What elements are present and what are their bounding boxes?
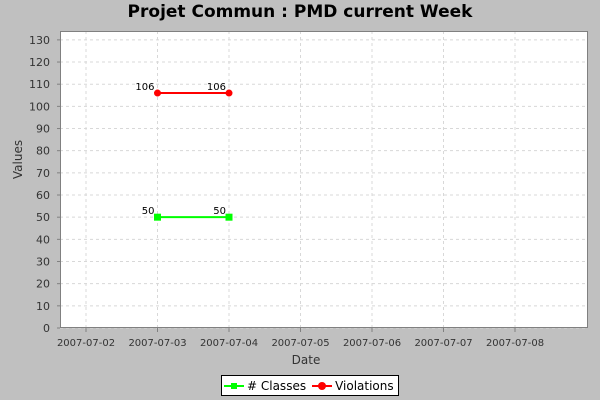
- legend-label-violations: Violations: [335, 378, 394, 393]
- data-point-violations: [154, 89, 161, 97]
- x-tick-label: 2007-07-08: [486, 338, 544, 349]
- legend-label-classes: # Classes: [247, 378, 307, 393]
- plot-border: [60, 31, 588, 328]
- x-tick-label: 2007-07-03: [128, 338, 186, 349]
- data-point-violations: [225, 89, 233, 97]
- data-label-violations: 106: [207, 82, 226, 93]
- plot-area: [60, 31, 588, 328]
- data-label-violations: 106: [135, 82, 154, 93]
- y-tick-label: 40: [36, 233, 50, 246]
- x-tick-label: 2007-07-06: [343, 338, 401, 349]
- y-tick-label: 120: [29, 56, 50, 69]
- x-axis-title: Date: [292, 353, 321, 367]
- y-tick-label: 100: [29, 100, 50, 113]
- data-point-classes: [154, 213, 161, 221]
- y-tick-label: 110: [29, 78, 50, 91]
- legend-item-classes: # Classes: [224, 379, 306, 393]
- x-tick-label: 2007-07-05: [271, 338, 329, 349]
- y-tick-label: 60: [36, 189, 50, 202]
- legend-item-violations: Violations: [312, 379, 394, 393]
- y-tick-label: 10: [36, 300, 50, 313]
- y-tick-label: 20: [36, 278, 50, 291]
- legend: # Classes Violations: [221, 375, 399, 396]
- data-label-classes: 50: [213, 206, 226, 217]
- y-tick-label: 50: [36, 211, 50, 224]
- x-tick-label: 2007-07-07: [414, 338, 472, 349]
- legend-swatch-violations: [312, 380, 333, 392]
- legend-swatch-classes: [224, 380, 244, 392]
- data-label-classes: 50: [142, 206, 155, 217]
- y-tick-label: 90: [36, 123, 50, 136]
- x-tick-label: 2007-07-02: [57, 338, 115, 349]
- chart-title: Projet Commun : PMD current Week: [127, 2, 473, 22]
- y-tick-label: 30: [36, 256, 50, 269]
- y-axis-title: Values: [11, 140, 25, 179]
- data-point-classes: [225, 213, 233, 221]
- y-tick-label: 80: [36, 145, 50, 158]
- y-tick-label: 0: [43, 322, 50, 335]
- y-tick-label: 70: [36, 167, 50, 180]
- y-tick-label: 130: [29, 34, 50, 47]
- x-tick-label: 2007-07-04: [200, 338, 258, 349]
